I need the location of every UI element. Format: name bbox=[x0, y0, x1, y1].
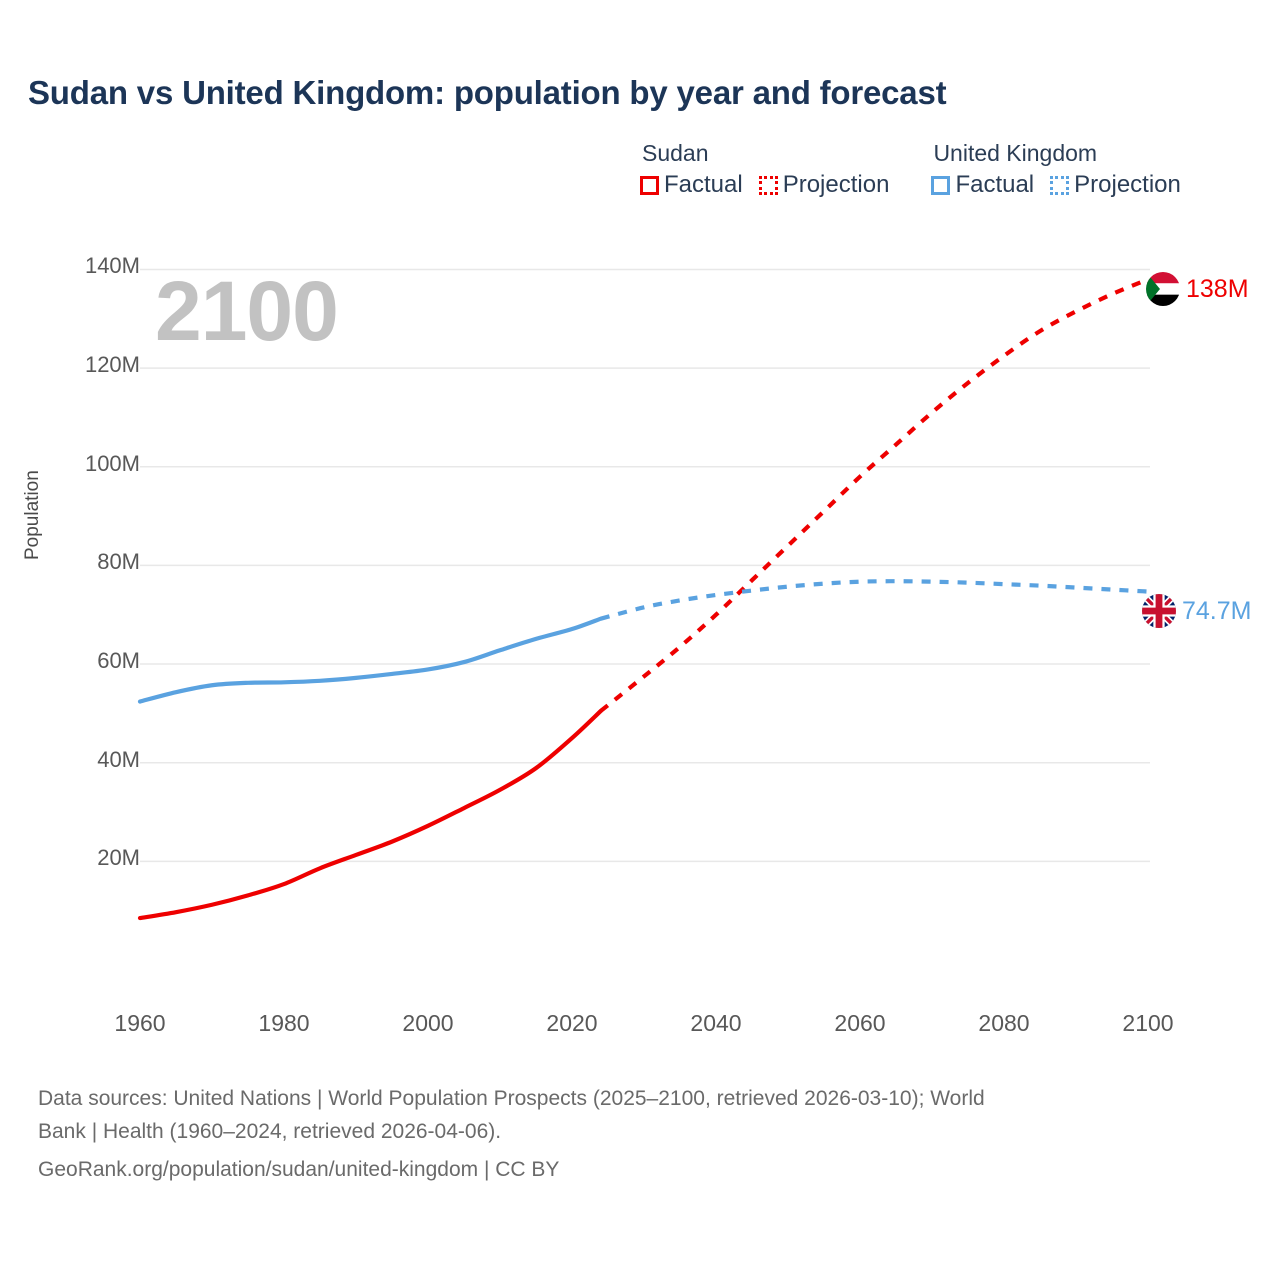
y-tick-label: 80M bbox=[97, 549, 140, 575]
legend-swatch-dotted-icon bbox=[1050, 175, 1070, 195]
footer-sources-line1: Data sources: United Nations | World Pop… bbox=[38, 1087, 985, 1110]
series-line-factual bbox=[137, 708, 603, 921]
chart-legend: Sudan Factual Projection United Kingdom … bbox=[640, 140, 1181, 198]
legend-row-united-kingdom: Factual Projection bbox=[931, 172, 1181, 198]
x-tick-label: 2020 bbox=[546, 1010, 598, 1036]
x-tick-label: 2040 bbox=[690, 1010, 742, 1036]
y-tick-label: 120M bbox=[84, 352, 140, 378]
y-tick-label: 100M bbox=[84, 450, 140, 476]
x-tick-label: 2080 bbox=[978, 1010, 1030, 1036]
y-tick-label: 140M bbox=[84, 253, 140, 279]
page-title: Sudan vs United Kingdom: population by y… bbox=[28, 74, 947, 111]
legend-swatch-dotted-icon bbox=[758, 175, 778, 195]
x-tick-label: 2060 bbox=[834, 1010, 886, 1036]
endpoint-sudan: 138M bbox=[1146, 272, 1249, 306]
legend-label-uk-projection: Projection bbox=[1074, 171, 1181, 198]
footer: Data sources: United Nations | World Pop… bbox=[38, 1082, 1238, 1186]
x-tick-label: 1980 bbox=[258, 1010, 310, 1036]
legend-item-uk-projection[interactable]: Projection bbox=[1050, 172, 1181, 198]
uk-flag-icon bbox=[1142, 594, 1176, 628]
year-watermark: 2100 bbox=[155, 264, 339, 358]
legend-group-sudan: Sudan Factual Projection bbox=[640, 140, 889, 198]
sudan-flag-icon bbox=[1146, 272, 1180, 306]
legend-row-sudan: Factual Projection bbox=[640, 172, 889, 198]
y-tick-label: 40M bbox=[97, 746, 140, 772]
legend-swatch-solid-icon bbox=[640, 175, 659, 195]
series-lines bbox=[137, 277, 1149, 921]
legend-group-united-kingdom: United Kingdom Factual Projection bbox=[931, 140, 1181, 198]
y-axis-ticks: 20M 40M 60M 80M 100M 120M 140M bbox=[0, 0, 140, 1280]
footer-sources-line2: Bank | Health (1960–2024, retrieved 2026… bbox=[38, 1120, 502, 1143]
x-tick-label: 1960 bbox=[114, 1010, 166, 1036]
endpoint-united-kingdom: 74.7M bbox=[1142, 594, 1251, 628]
footer-attribution[interactable]: GeoRank.org/population/sudan/united-king… bbox=[38, 1158, 560, 1181]
legend-item-uk-factual[interactable]: Factual bbox=[931, 172, 1034, 198]
series-line-projection bbox=[600, 579, 1149, 621]
x-tick-label: 2000 bbox=[402, 1010, 454, 1036]
endpoint-label-sudan: 138M bbox=[1186, 274, 1249, 303]
legend-label-uk-factual: Factual bbox=[955, 171, 1035, 198]
gridlines bbox=[140, 268, 1150, 863]
y-tick-label: 60M bbox=[97, 648, 140, 674]
series-line-factual bbox=[137, 616, 603, 704]
series-line-projection bbox=[599, 277, 1149, 713]
legend-label-sudan-factual: Factual bbox=[664, 171, 743, 198]
legend-swatch-solid-icon bbox=[931, 175, 951, 195]
endpoint-label-united-kingdom: 74.7M bbox=[1182, 596, 1252, 625]
legend-label-sudan-projection: Projection bbox=[782, 171, 890, 198]
legend-item-sudan-projection[interactable]: Projection bbox=[758, 171, 890, 198]
legend-item-sudan-factual[interactable]: Factual bbox=[640, 172, 743, 198]
x-tick-label: 2100 bbox=[1122, 1010, 1174, 1036]
y-tick-label: 20M bbox=[97, 845, 140, 871]
legend-country-sudan: Sudan bbox=[642, 140, 709, 166]
legend-country-united-kingdom: United Kingdom bbox=[933, 140, 1098, 166]
